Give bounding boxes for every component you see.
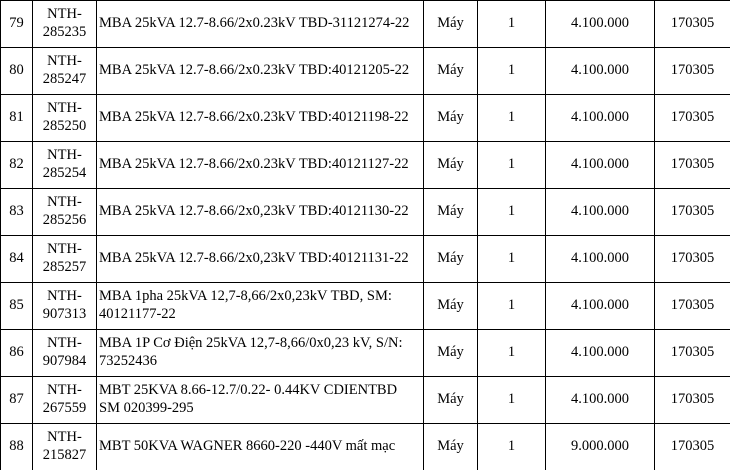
asset-code-cell: NTH-285235: [32, 0, 97, 48]
description-cell: MBT 25KVA 8.66-12.7/0.22- 0.44KV CDIENTB…: [96, 376, 424, 424]
table-row: 80 NTH-285247 MBA 25kVA 12.7-8.66/2x0.23kV…: [0, 47, 730, 95]
table-row: 83 NTH-285256 MBA 25kVA 12.7-8.66/2x0,23kV…: [0, 188, 730, 236]
unit-price-cell: 4.100.000: [545, 329, 655, 377]
table-row: 87 NTH-267559 MBT 25KVA 8.66-12.7/0.22- 0.…: [0, 376, 730, 424]
description-cell: MBT 50KVA WAGNER 8660-220 -440V mất mạc: [96, 423, 424, 470]
description-cell: MBA 25kVA 12.7-8.66/2x0.23kV TBD:4012120…: [96, 47, 424, 95]
account-code-cell: 170305: [654, 188, 730, 236]
unit-price-cell: 4.100.000: [545, 141, 655, 189]
unit-price-cell: 4.100.000: [545, 282, 655, 330]
row-number-cell: 82: [0, 141, 33, 189]
description-cell: MBA 25kVA 12.7-8.66/2x0.23kV TBD:4012112…: [96, 141, 424, 189]
table-row: 81 NTH-285250 MBA 25kVA 12.7-8.66/2x0.23kV…: [0, 94, 730, 142]
quantity-cell: 1: [477, 0, 546, 48]
unit-cell: Máy: [423, 141, 478, 189]
table-row: 82 NTH-285254 MBA 25kVA 12.7-8.66/2x0.23kV…: [0, 141, 730, 189]
asset-code-cell: NTH-285254: [32, 141, 97, 189]
unit-price-cell: 4.100.000: [545, 0, 655, 48]
row-number-cell: 79: [0, 0, 33, 48]
quantity-cell: 1: [477, 376, 546, 424]
quantity-cell: 1: [477, 423, 546, 470]
table-row: 85 NTH-907313 MBA 1pha 25kVA 12,7-8,66/2x0…: [0, 282, 730, 330]
account-code-cell: 170305: [654, 0, 730, 48]
account-code-cell: 170305: [654, 376, 730, 424]
table-row: 79 NTH-285235 MBA 25kVA 12.7-8.66/2x0.23kV…: [0, 0, 730, 48]
unit-price-cell: 4.100.000: [545, 94, 655, 142]
row-number-cell: 88: [0, 423, 33, 470]
row-number-cell: 80: [0, 47, 33, 95]
asset-code-cell: NTH-907984: [32, 329, 97, 377]
unit-cell: Máy: [423, 329, 478, 377]
unit-cell: Máy: [423, 188, 478, 236]
row-number-cell: 84: [0, 235, 33, 283]
table-row: 88 NTH-215827 MBT 50KVA WAGNER 8660-220 -4…: [0, 423, 730, 470]
account-code-cell: 170305: [654, 94, 730, 142]
unit-cell: Máy: [423, 282, 478, 330]
asset-code-cell: NTH-267559: [32, 376, 97, 424]
row-number-cell: 81: [0, 94, 33, 142]
account-code-cell: 170305: [654, 282, 730, 330]
table-row: 84 NTH-285257 MBA 25kVA 12.7-8.66/2x0,23kV…: [0, 235, 730, 283]
asset-code-cell: NTH-285250: [32, 94, 97, 142]
row-number-cell: 85: [0, 282, 33, 330]
description-cell: MBA 1P Cơ Điện 25kVA 12,7-8,66/0x0,23 kV…: [96, 329, 424, 377]
asset-code-cell: NTH-285256: [32, 188, 97, 236]
account-code-cell: 170305: [654, 423, 730, 470]
unit-price-cell: 4.100.000: [545, 188, 655, 236]
description-cell: MBA 25kVA 12.7-8.66/2x0.23kV TBD-3112127…: [96, 0, 424, 48]
account-code-cell: 170305: [654, 329, 730, 377]
row-number-cell: 86: [0, 329, 33, 377]
table-row: 86 NTH-907984 MBA 1P Cơ Điện 25kVA 12,7-8,…: [0, 329, 730, 377]
quantity-cell: 1: [477, 47, 546, 95]
description-cell: MBA 25kVA 12.7-8.66/2x0,23kV TBD:4012113…: [96, 235, 424, 283]
account-code-cell: 170305: [654, 47, 730, 95]
quantity-cell: 1: [477, 329, 546, 377]
quantity-cell: 1: [477, 141, 546, 189]
unit-price-cell: 4.100.000: [545, 376, 655, 424]
description-cell: MBA 25kVA 12.7-8.66/2x0,23kV TBD:4012113…: [96, 188, 424, 236]
unit-cell: Máy: [423, 376, 478, 424]
account-code-cell: 170305: [654, 235, 730, 283]
quantity-cell: 1: [477, 282, 546, 330]
quantity-cell: 1: [477, 94, 546, 142]
row-number-cell: 87: [0, 376, 33, 424]
unit-cell: Máy: [423, 94, 478, 142]
asset-code-cell: NTH-285247: [32, 47, 97, 95]
unit-cell: Máy: [423, 423, 478, 470]
unit-cell: Máy: [423, 235, 478, 283]
unit-cell: Máy: [423, 0, 478, 48]
unit-price-cell: 9.000.000: [545, 423, 655, 470]
asset-code-cell: NTH-215827: [32, 423, 97, 470]
account-code-cell: 170305: [654, 141, 730, 189]
asset-code-cell: NTH-907313: [32, 282, 97, 330]
unit-price-cell: 4.100.000: [545, 235, 655, 283]
unit-price-cell: 4.100.000: [545, 47, 655, 95]
quantity-cell: 1: [477, 235, 546, 283]
asset-code-cell: NTH-285257: [32, 235, 97, 283]
unit-cell: Máy: [423, 47, 478, 95]
description-cell: MBA 1pha 25kVA 12,7-8,66/2x0,23kV TBD, S…: [96, 282, 424, 330]
quantity-cell: 1: [477, 188, 546, 236]
row-number-cell: 83: [0, 188, 33, 236]
description-cell: MBA 25kVA 12.7-8.66/2x0.23kV TBD:4012119…: [96, 94, 424, 142]
